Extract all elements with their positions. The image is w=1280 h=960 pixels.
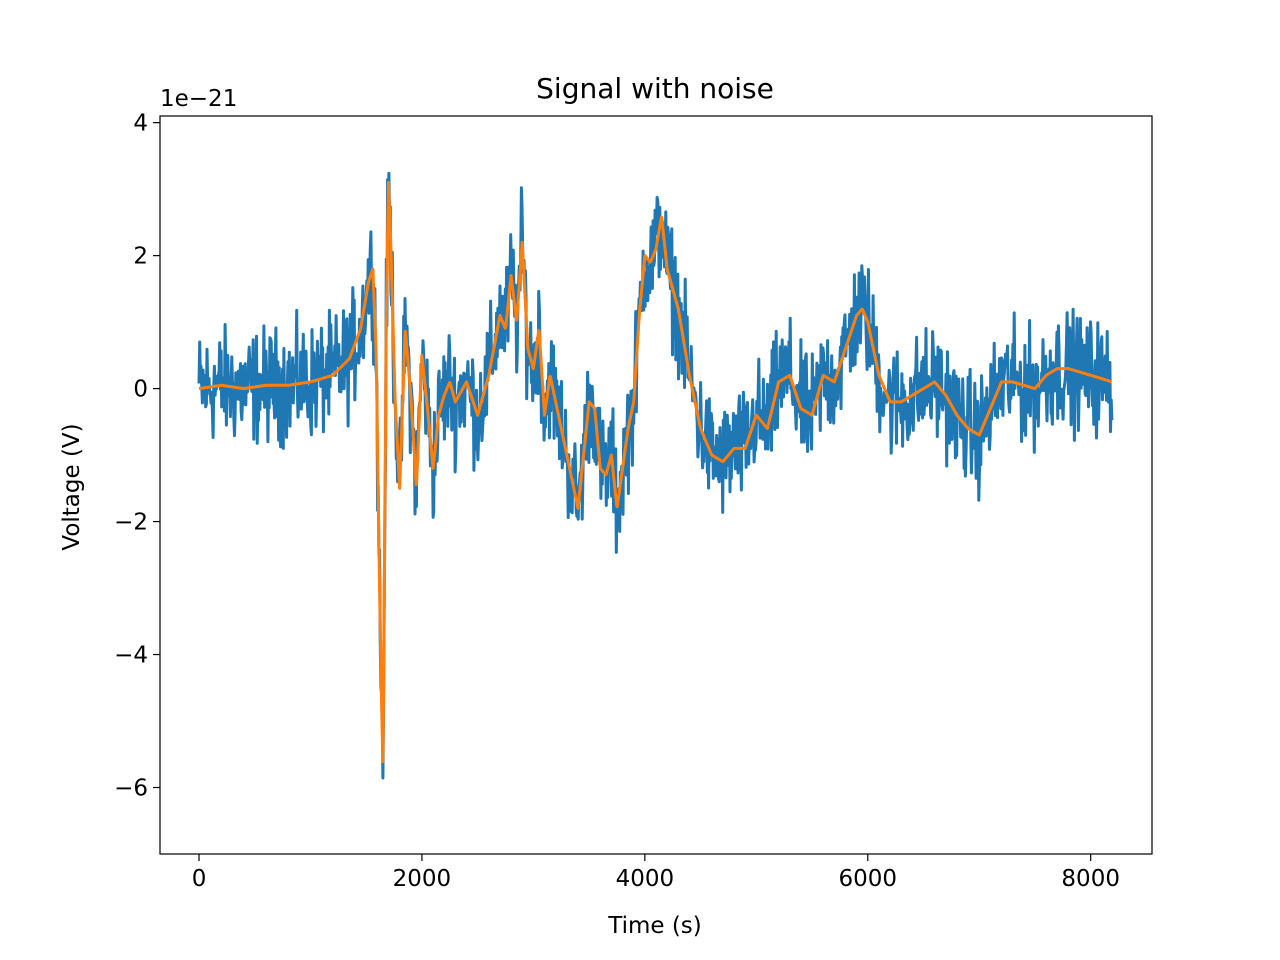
axes-frame	[159, 115, 1153, 855]
y-tick-label: 4	[133, 111, 148, 137]
x-tick-label: 4000	[616, 866, 675, 892]
x-tick-label: 0	[192, 866, 207, 892]
chart-title: Signal with noise	[536, 72, 774, 105]
y-axis-ticks: 4 2 0 −2 −4 −6	[114, 111, 160, 802]
x-tick-label: 6000	[839, 866, 898, 892]
y-axis-label: Voltage (V)	[59, 423, 85, 550]
smoothed-signal-series-line	[198, 181, 1113, 764]
plot-area	[197, 171, 1114, 780]
y-tick-label: 2	[133, 244, 148, 270]
y-axis-offset-label: 1e−21	[160, 86, 237, 112]
x-tick-label: 2000	[393, 866, 452, 892]
y-tick-label: −2	[114, 510, 148, 536]
x-axis-label: Time (s)	[607, 913, 702, 939]
x-tick-label: 8000	[1061, 866, 1120, 892]
noisy-signal-series-line	[197, 171, 1114, 780]
y-tick-label: 0	[133, 377, 148, 403]
y-tick-label: −4	[114, 643, 148, 669]
y-tick-label: −6	[114, 776, 148, 802]
x-axis-ticks: 0 2000 4000 6000 8000	[192, 854, 1120, 892]
